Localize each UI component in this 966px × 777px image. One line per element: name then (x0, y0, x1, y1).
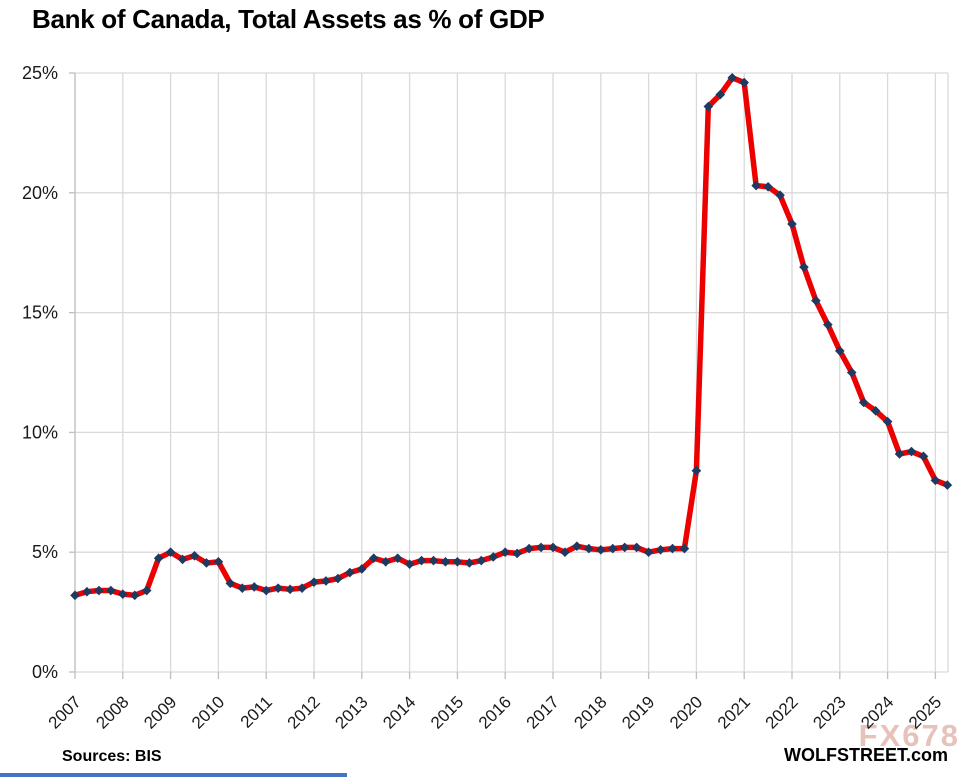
data-point-marker (452, 556, 463, 567)
data-point-marker (823, 319, 833, 330)
x-tick-label: 2023 (809, 692, 849, 732)
data-point-marker (763, 182, 773, 192)
x-tick-label: 2008 (92, 692, 132, 732)
data-point-marker (775, 190, 785, 201)
data-point-marker (619, 542, 630, 553)
data-point-marker (548, 542, 558, 553)
y-tick-label: 15% (22, 303, 58, 323)
data-point-marker (799, 262, 809, 272)
x-tick-label: 2019 (618, 692, 658, 732)
x-tick-label: 2020 (666, 692, 706, 732)
data-point-marker (894, 449, 905, 459)
y-tick-label: 0% (32, 662, 58, 682)
x-tick-label: 2022 (762, 692, 802, 732)
y-tick-label: 10% (22, 422, 58, 442)
y-tick-label: 20% (22, 183, 58, 203)
data-point-marker (631, 542, 642, 553)
data-point-marker (751, 180, 761, 191)
x-tick-label: 2021 (714, 692, 754, 732)
brand-note: WOLFSTREET.com (783, 745, 948, 765)
y-tick-label: 5% (32, 542, 58, 562)
data-point-marker (595, 544, 606, 555)
data-point-marker (607, 543, 618, 554)
x-tick-label: 2017 (523, 692, 563, 732)
data-point-marker (261, 585, 272, 596)
data-point-marker (285, 584, 295, 595)
x-tick-label: 2010 (188, 692, 228, 732)
data-point-marker (536, 542, 546, 553)
data-point-marker (811, 295, 821, 306)
bottom-blue-strip (0, 773, 347, 777)
data-point-marker (428, 555, 439, 566)
x-tick-label: 2012 (284, 692, 324, 732)
data-point-marker (691, 465, 702, 476)
data-point-marker (404, 559, 415, 569)
data-point-marker (858, 397, 869, 408)
x-tick-label: 2014 (379, 692, 419, 732)
x-tick-label: 2024 (857, 692, 897, 732)
fx678-watermark: FX678 (858, 718, 960, 753)
data-point-marker (787, 219, 797, 229)
data-point-marker (321, 576, 331, 586)
data-point-marker (870, 406, 881, 416)
data-point-marker (703, 101, 714, 112)
x-tick-label: 2016 (475, 692, 515, 732)
data-point-marker (560, 547, 570, 558)
data-line (72, 75, 951, 599)
x-tick-label: 2018 (570, 692, 610, 732)
x-tick-label: 2011 (237, 692, 276, 731)
data-point-marker (512, 548, 522, 559)
x-tick-label: 2007 (45, 692, 85, 732)
data-point-marker (356, 564, 367, 574)
data-point-marker (667, 543, 678, 554)
data-point-marker (380, 556, 391, 567)
data-point-marker (930, 475, 941, 486)
data-point-marker (94, 585, 104, 596)
data-point-marker (846, 367, 857, 378)
data-point-marker (165, 547, 176, 558)
data-point-marker (834, 346, 845, 356)
x-tick-label: 2025 (905, 692, 945, 732)
data-point-marker (225, 578, 236, 589)
x-tick-label: 2013 (331, 692, 371, 732)
y-tick-label: 25% (22, 63, 58, 83)
data-point-marker (572, 541, 582, 552)
x-tick-label: 2009 (140, 692, 180, 732)
data-point-marker (715, 89, 726, 100)
data-point-marker (177, 554, 188, 565)
data-point-marker (906, 446, 917, 457)
data-point-marker (500, 547, 511, 558)
sources-note: Sources: BIS (62, 748, 162, 765)
data-point-marker (237, 583, 248, 593)
x-tick-label: 2015 (427, 692, 467, 732)
data-point-marker (440, 556, 451, 567)
data-point-marker (942, 480, 953, 490)
chart-title: Bank of Canada, Total Assets as % of GDP (32, 4, 545, 34)
data-point-marker (918, 451, 929, 462)
data-point-marker (679, 543, 690, 554)
data-point-marker (345, 567, 355, 578)
